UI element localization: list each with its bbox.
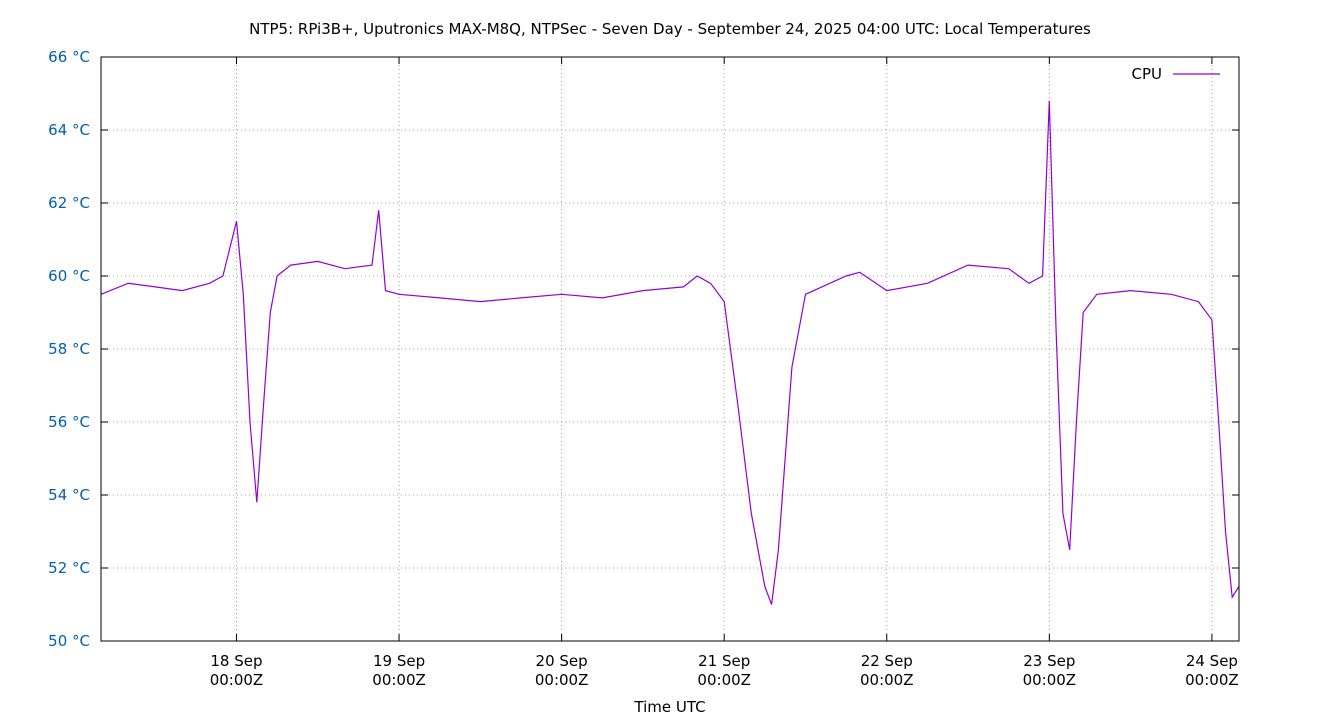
x-tick-label: 00:00Z bbox=[860, 671, 914, 689]
x-tick-label: 00:00Z bbox=[697, 671, 751, 689]
y-tick-label: 64 °C bbox=[48, 121, 90, 139]
x-tick-label: 22 Sep bbox=[861, 652, 913, 670]
plot-frame bbox=[100, 56, 1240, 642]
x-tick-label: 00:00Z bbox=[1185, 671, 1239, 689]
x-tick-label: 21 Sep bbox=[698, 652, 750, 670]
x-tick-label: 24 Sep bbox=[1186, 652, 1238, 670]
x-tick-label: 19 Sep bbox=[373, 652, 425, 670]
y-tick-label: 60 °C bbox=[48, 267, 90, 285]
x-tick-label: 23 Sep bbox=[1023, 652, 1075, 670]
chart-title: NTP5: RPi3B+, Uputronics MAX-M8Q, NTPSec… bbox=[249, 20, 1091, 38]
x-tick-label: 00:00Z bbox=[210, 671, 264, 689]
series-line-cpu bbox=[100, 100, 1240, 605]
y-tick-label: 52 °C bbox=[48, 559, 90, 577]
x-tick-label: 00:00Z bbox=[1023, 671, 1077, 689]
legend-label-cpu: CPU bbox=[1132, 65, 1163, 83]
x-tick-label: 00:00Z bbox=[372, 671, 426, 689]
y-axis: 50 °C 52 °C 54 °C 56 °C 58 °C 60 °C 62 °C 64 °C… bbox=[48, 48, 1239, 650]
x-tick-label: 20 Sep bbox=[536, 652, 588, 670]
x-tick-label: 18 Sep bbox=[210, 652, 262, 670]
y-tick-label: 66 °C bbox=[48, 48, 90, 66]
y-tick-label: 50 °C bbox=[48, 632, 90, 650]
y-tick-label: 62 °C bbox=[48, 194, 90, 212]
y-tick-label: 58 °C bbox=[48, 340, 90, 358]
x-tick-label: 00:00Z bbox=[535, 671, 589, 689]
y-tick-label: 56 °C bbox=[48, 413, 90, 431]
x-axis-label: Time UTC bbox=[633, 698, 705, 716]
y-tick-label: 54 °C bbox=[48, 486, 90, 504]
legend: CPU bbox=[1132, 65, 1220, 83]
grid bbox=[101, 57, 1239, 641]
